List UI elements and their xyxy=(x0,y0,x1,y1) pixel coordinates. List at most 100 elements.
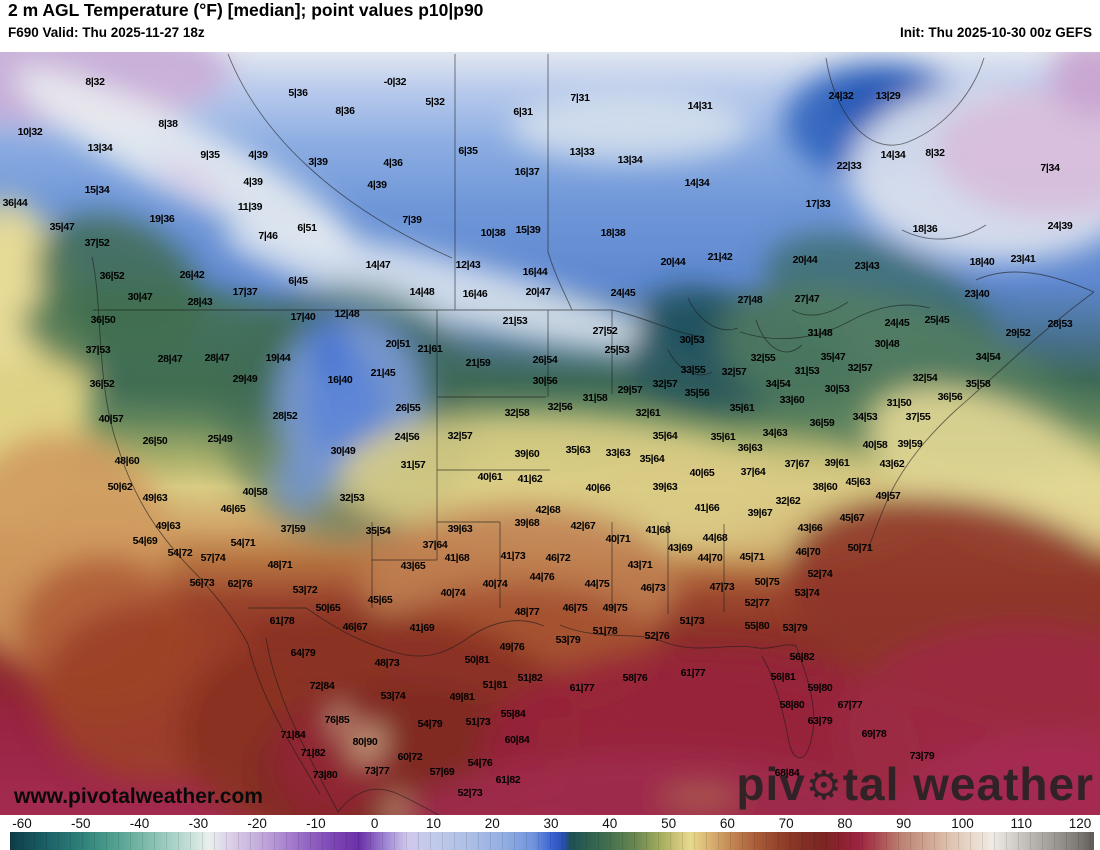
point-value-label: 41|73 xyxy=(500,549,526,562)
point-value-label: 26|50 xyxy=(142,434,168,447)
point-value-label: 26|54 xyxy=(532,353,558,366)
point-value-label: 11|39 xyxy=(237,200,263,213)
point-value-label: 37|67 xyxy=(784,457,810,470)
point-value-label: 57|74 xyxy=(200,551,226,564)
point-value-label: 54|71 xyxy=(230,536,256,549)
point-value-label: 20|51 xyxy=(385,337,411,350)
header: 2 m AGL Temperature (°F) [median]; point… xyxy=(0,0,1100,52)
point-value-label: 20|47 xyxy=(525,285,551,298)
point-value-label: 43|71 xyxy=(627,558,653,571)
point-value-label: 43|65 xyxy=(400,559,426,572)
point-value-label: 52|77 xyxy=(744,596,770,609)
point-value-label: 38|60 xyxy=(812,480,838,493)
point-value-label: 21|59 xyxy=(465,356,491,369)
point-value-label: 25|49 xyxy=(207,432,233,445)
point-value-label: 35|58 xyxy=(965,377,991,390)
point-value-label: 12|48 xyxy=(334,307,360,320)
point-value-label: 10|38 xyxy=(480,226,506,239)
point-value-label: 73|79 xyxy=(909,749,935,762)
point-value-label: 34|63 xyxy=(762,426,788,439)
point-value-label: 52|76 xyxy=(644,629,670,642)
point-value-label: 40|58 xyxy=(242,485,268,498)
point-value-label: 72|84 xyxy=(309,679,335,692)
point-value-label: 49|63 xyxy=(155,519,181,532)
point-value-label: 13|29 xyxy=(875,89,901,102)
point-value-label: 52|73 xyxy=(457,786,483,799)
point-value-label: 32|54 xyxy=(912,371,938,384)
point-value-label: 15|39 xyxy=(515,223,541,236)
point-value-label: 15|34 xyxy=(84,183,110,196)
point-value-label: 29|57 xyxy=(617,383,643,396)
colorbar-tick-label: -50 xyxy=(71,816,91,831)
point-value-label: 41|66 xyxy=(694,501,720,514)
point-value-label: 24|56 xyxy=(394,430,420,443)
point-value-label: 61|78 xyxy=(269,614,295,627)
brand-text-post: tal weather xyxy=(842,758,1094,810)
point-value-label: 29|52 xyxy=(1005,326,1031,339)
colorbar-tick-label: 60 xyxy=(719,816,735,831)
point-value-label: 32|62 xyxy=(775,494,801,507)
point-value-label: 41|62 xyxy=(517,472,543,485)
point-value-label: 6|51 xyxy=(297,221,317,234)
point-value-label: 43|66 xyxy=(797,521,823,534)
point-value-label: 64|79 xyxy=(290,646,316,659)
point-value-label: 7|34 xyxy=(1040,161,1060,174)
point-value-label: 3|39 xyxy=(308,155,328,168)
colorbar-tick-label: -30 xyxy=(188,816,209,831)
point-value-label: 54|76 xyxy=(467,756,493,769)
point-value-label: 39|67 xyxy=(747,506,773,519)
point-value-label: 35|47 xyxy=(820,350,846,363)
point-value-label: 14|47 xyxy=(365,258,391,271)
colorbar-tick-label: 50 xyxy=(661,816,677,831)
point-value-label: 28|43 xyxy=(187,295,213,308)
point-value-label: 33|55 xyxy=(680,363,706,376)
point-value-label: 46|72 xyxy=(545,551,571,564)
point-value-label: 39|59 xyxy=(897,437,923,450)
point-value-label: 20|44 xyxy=(792,253,818,266)
point-value-label: 23|41 xyxy=(1010,252,1036,265)
point-value-label: 40|74 xyxy=(440,586,466,599)
point-value-label: 24|45 xyxy=(610,286,636,299)
point-value-label: 41|69 xyxy=(409,621,435,634)
point-value-label: 46|73 xyxy=(640,581,666,594)
point-value-label: 34|54 xyxy=(975,350,1001,363)
point-value-label: 51|73 xyxy=(465,715,491,728)
point-value-label: 6|35 xyxy=(458,144,478,157)
point-value-label: 14|34 xyxy=(880,148,906,161)
colorbar-tick-label: 0 xyxy=(370,816,379,831)
point-value-label: 43|62 xyxy=(879,457,905,470)
colorbar-tick-label: 90 xyxy=(896,816,912,831)
point-value-label: 37|59 xyxy=(280,522,306,535)
point-value-label: 9|35 xyxy=(200,148,220,161)
point-value-label: 61|77 xyxy=(680,666,706,679)
point-value-label: 63|79 xyxy=(807,714,833,727)
point-value-label: 39|61 xyxy=(824,456,850,469)
point-value-label: 46|65 xyxy=(220,502,246,515)
point-value-label: 10|32 xyxy=(17,125,43,138)
point-value-label: 44|76 xyxy=(529,570,555,583)
point-value-label: 14|31 xyxy=(687,99,713,112)
point-value-label: 28|47 xyxy=(204,351,230,364)
point-value-label: 13|34 xyxy=(87,141,113,154)
brand-watermark: piv⚙tal weather xyxy=(736,761,1094,807)
point-value-label: 28|53 xyxy=(1047,317,1073,330)
point-value-label: 31|58 xyxy=(582,391,608,404)
point-value-label: 5|32 xyxy=(425,95,445,108)
point-value-label: 58|80 xyxy=(779,698,805,711)
point-value-label: 35|64 xyxy=(639,452,665,465)
point-value-label: 19|36 xyxy=(149,212,175,225)
point-value-label: 12|43 xyxy=(455,258,481,271)
point-value-label: 48|60 xyxy=(114,454,140,467)
temperature-map[interactable]: 8|32 10|32 13|34 15|34 36|44 35|47 37|52 8|38 9|… xyxy=(0,52,1100,815)
point-value-label: 53|79 xyxy=(782,621,808,634)
point-value-label: 41|68 xyxy=(444,551,470,564)
point-value-label: 16|40 xyxy=(327,373,353,386)
point-value-label: 4|39 xyxy=(248,148,268,161)
point-value-label: 50|62 xyxy=(107,480,133,493)
point-value-label: 53|72 xyxy=(292,583,318,596)
point-value-label: 43|69 xyxy=(667,541,693,554)
point-value-label: 26|55 xyxy=(395,401,421,414)
point-value-label: 49|76 xyxy=(499,640,525,653)
point-value-label: 34|54 xyxy=(765,377,791,390)
point-value-label: 71|82 xyxy=(300,746,326,759)
